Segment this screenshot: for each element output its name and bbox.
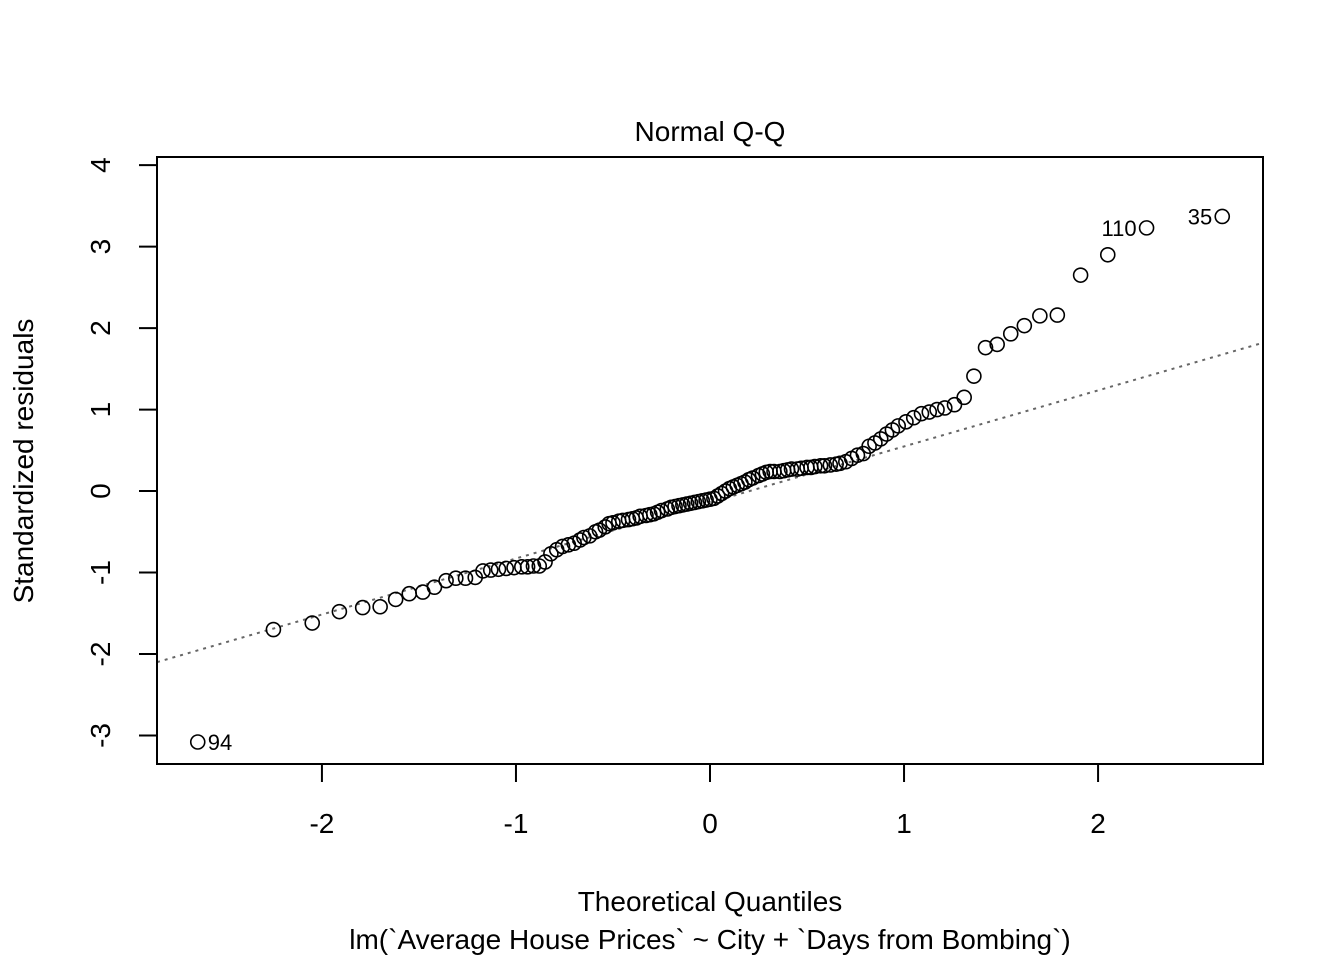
y-tick-label: 4 <box>85 157 116 173</box>
data-point <box>946 396 963 413</box>
chart-title: Normal Q-Q <box>635 116 786 147</box>
data-point <box>816 457 833 474</box>
x-tick-label: 2 <box>1090 808 1106 839</box>
data-point <box>905 409 922 426</box>
data-point <box>913 405 930 422</box>
data-point <box>265 621 282 638</box>
data-point <box>525 558 542 574</box>
x-tick-label: -1 <box>504 808 529 839</box>
data-points <box>189 208 1231 750</box>
x-axis-label: Theoretical Quantiles <box>578 886 843 917</box>
data-point <box>929 401 945 418</box>
data-point <box>482 562 499 578</box>
y-tick-label: -1 <box>85 560 116 585</box>
data-point <box>966 368 982 384</box>
y-tick-label: -3 <box>85 723 116 748</box>
y-tick-label: 0 <box>85 483 116 499</box>
data-point <box>189 734 206 750</box>
data-point <box>989 336 1005 353</box>
data-point <box>438 572 454 589</box>
data-point <box>519 559 536 575</box>
point-label: 110 <box>1102 216 1137 241</box>
y-axis-label: Standardized residuals <box>8 319 39 604</box>
x-axis: -2 -1 0 1 2 <box>309 763 1106 839</box>
data-point <box>872 431 889 447</box>
data-point <box>475 563 491 579</box>
y-axis: -3 -2 -1 0 1 2 3 4 <box>85 157 158 748</box>
data-point <box>1072 267 1089 283</box>
data-point <box>812 457 829 474</box>
data-point <box>387 591 404 608</box>
point-labels: 94 110 35 <box>208 204 1213 755</box>
data-point <box>490 561 507 578</box>
data-point <box>706 490 722 507</box>
data-point <box>1002 326 1019 342</box>
data-point <box>898 413 914 430</box>
data-point <box>1138 220 1155 236</box>
data-point <box>605 515 621 531</box>
data-point <box>822 457 839 473</box>
data-point <box>1049 307 1066 323</box>
data-point <box>448 570 464 587</box>
data-point <box>713 485 730 502</box>
data-point <box>597 519 614 535</box>
data-point <box>783 461 800 477</box>
x-tick-label: 1 <box>896 808 912 839</box>
y-tick-label: 1 <box>85 402 116 418</box>
point-label: 94 <box>208 730 232 755</box>
data-point <box>956 389 972 406</box>
data-point <box>1016 317 1033 334</box>
x-tick-label: -2 <box>309 808 334 839</box>
data-point <box>304 615 321 631</box>
data-point <box>537 554 553 570</box>
data-point <box>426 579 443 595</box>
data-point <box>1032 308 1048 324</box>
data-point <box>372 598 388 615</box>
y-tick-label: -2 <box>85 642 116 667</box>
data-point <box>936 400 953 416</box>
data-point <box>572 532 588 548</box>
data-point <box>354 599 371 616</box>
data-point <box>1099 246 1116 263</box>
data-point <box>513 559 530 575</box>
y-tick-label: 3 <box>85 239 116 255</box>
data-point <box>921 404 938 420</box>
data-point <box>498 560 515 577</box>
y-tick-label: 2 <box>85 320 116 336</box>
data-point <box>806 458 823 475</box>
data-point <box>849 447 866 464</box>
data-point <box>554 538 571 555</box>
data-point <box>737 474 753 490</box>
chart-subtitle: lm(`Average House Prices` ~ City + `Days… <box>349 924 1070 955</box>
data-point <box>457 570 474 587</box>
data-point <box>977 339 994 356</box>
data-point <box>331 603 348 620</box>
point-label: 35 <box>1188 204 1212 229</box>
data-point <box>709 488 726 504</box>
x-tick-label: 0 <box>702 808 718 839</box>
data-point <box>890 418 907 434</box>
data-point <box>1214 208 1231 225</box>
